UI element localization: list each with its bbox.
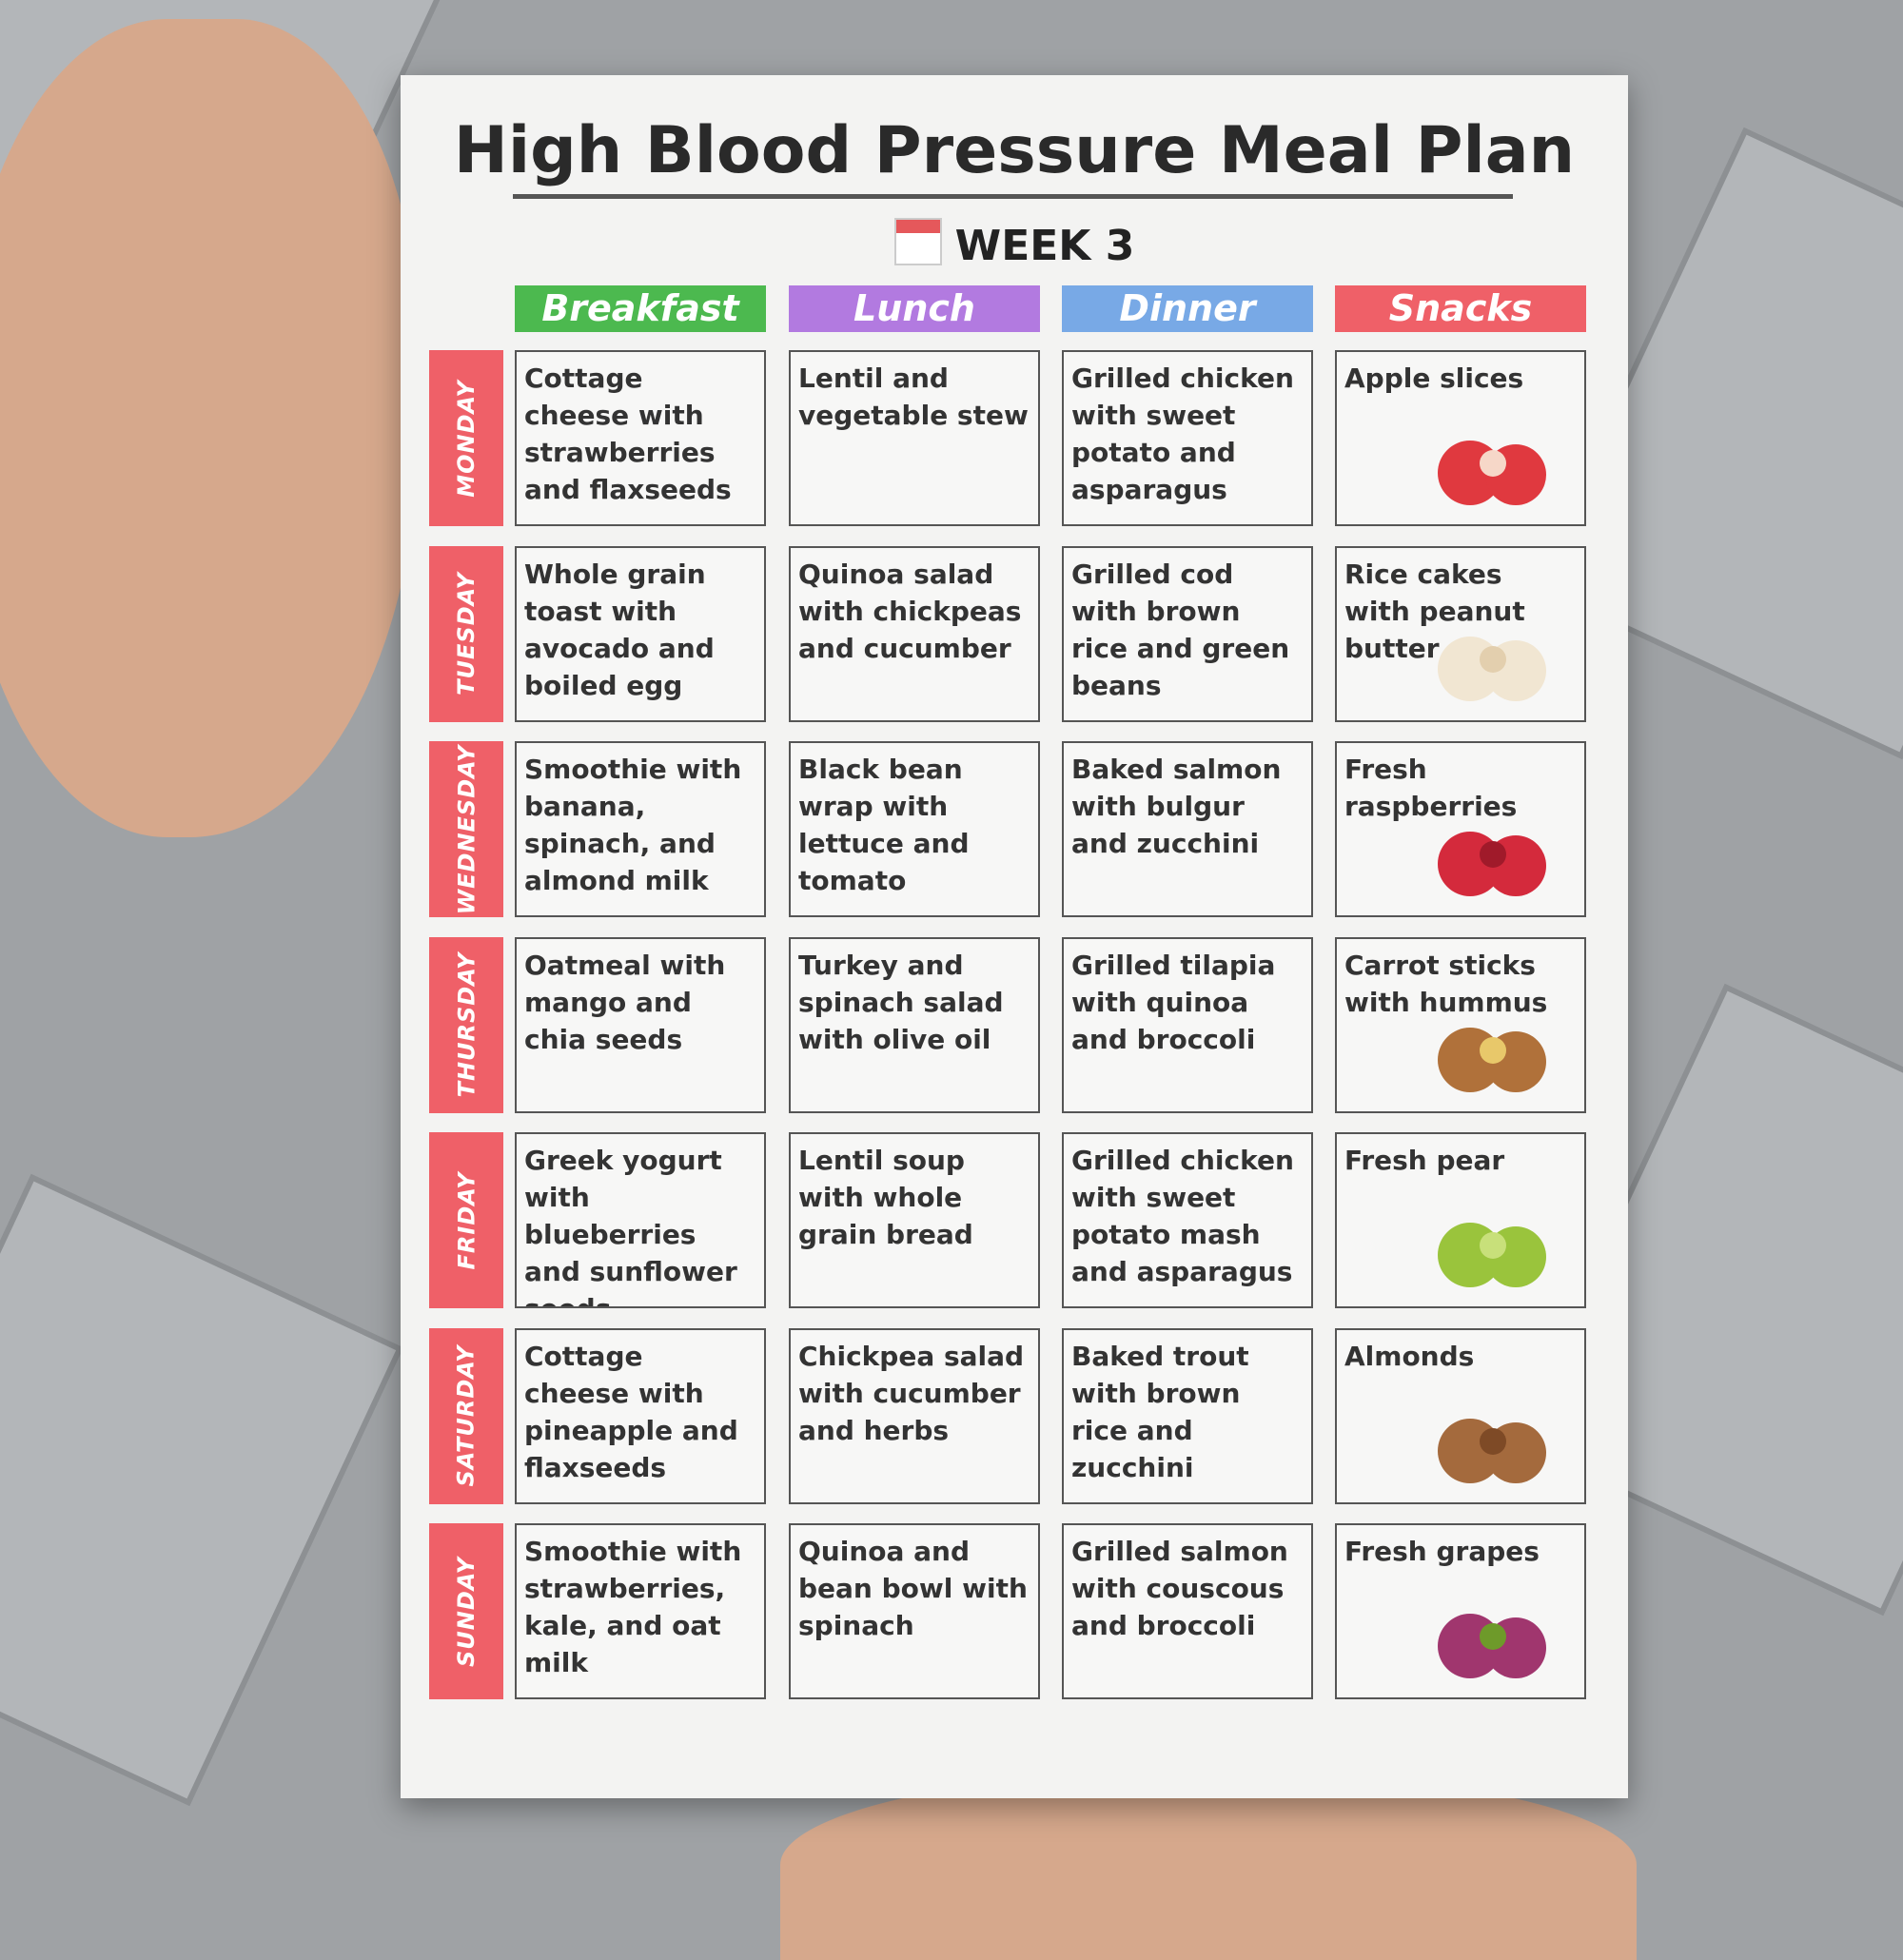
meal-text: Whole grain toast with avocado and boile… (524, 558, 715, 701)
meal-text: Lentil soup with whole grain bread (798, 1145, 973, 1250)
snack-illustration (1438, 1223, 1546, 1287)
column-header: Lunch (789, 285, 1040, 332)
meal-cell: Grilled tilapia with quinoa and broccoli (1062, 936, 1313, 1113)
meal-text: Grilled salmon with couscous and broccol… (1071, 1536, 1288, 1641)
day-label: SATURDAY (429, 1327, 503, 1504)
meal-cell: Grilled chicken with sweet potato mash a… (1062, 1132, 1313, 1308)
day-label: WEDNESDAY (429, 741, 503, 917)
meal-text: Oatmeal with mango and chia seeds (524, 949, 726, 1055)
meal-cell: Smoothie with banana, spinach, and almon… (515, 741, 766, 917)
snack-illustration (1438, 1418, 1546, 1483)
meal-cell: Black bean wrap with lettuce and tomato (789, 741, 1040, 917)
meal-text: Lentil and vegetable stew (798, 363, 1029, 431)
week-label: WEEK 3 (401, 218, 1628, 270)
meal-cell: Cottage cheese with pineapple and flaxse… (515, 1327, 766, 1504)
floor-tile (0, 1173, 404, 1807)
meal-text: Cottage cheese with pineapple and flaxse… (524, 1340, 738, 1483)
meal-text: Quinoa salad with chickpeas and cucumber (798, 558, 1022, 664)
meal-text: Quinoa and bean bowl with spinach (798, 1536, 1028, 1641)
meal-cell: Oatmeal with mango and chia seeds (515, 936, 766, 1113)
meal-cell: Whole grain toast with avocado and boile… (515, 545, 766, 722)
snack-illustration (1438, 636, 1546, 701)
meal-text: Fresh grapes (1344, 1536, 1540, 1567)
day-text: SUNDAY (453, 1556, 481, 1667)
day-label: SUNDAY (429, 1523, 503, 1699)
day-text: THURSDAY (453, 951, 480, 1098)
meal-cell: Carrot sticks with hummus (1335, 936, 1586, 1113)
day-label: TUESDAY (429, 545, 503, 722)
day-label: MONDAY (429, 350, 503, 526)
meal-cell: Grilled chicken with sweet potato and as… (1062, 350, 1313, 526)
meal-cell: Quinoa and bean bowl with spinach (789, 1523, 1040, 1699)
snack-illustration (1438, 1027, 1546, 1092)
meal-cell: Cottage cheese with strawberries and fla… (515, 350, 766, 526)
meal-cell: Apple slices (1335, 350, 1586, 526)
meal-text: Chickpea salad with cucumber and herbs (798, 1340, 1025, 1446)
meal-cell: Turkey and spinach salad with olive oil (789, 936, 1040, 1113)
meal-cell: Quinoa salad with chickpeas and cucumber (789, 545, 1040, 722)
illustration-shape (1480, 450, 1506, 477)
left-hand (0, 19, 419, 837)
title-underline (513, 194, 1513, 199)
day-text: SATURDAY (453, 1344, 480, 1487)
illustration-shape (1480, 1232, 1506, 1259)
meal-text: Black bean wrap with lettuce and tomato (798, 754, 970, 896)
meal-cell: Grilled salmon with couscous and broccol… (1062, 1523, 1313, 1699)
illustration-shape (1480, 645, 1506, 673)
meal-text: Grilled chicken with sweet potato and as… (1071, 363, 1294, 505)
column-header: Breakfast (515, 285, 766, 332)
title: High Blood Pressure Meal Plan (453, 113, 1576, 188)
meal-text: Almonds (1344, 1340, 1475, 1372)
meal-text: Grilled tilapia with quinoa and broccoli (1071, 949, 1276, 1055)
meal-cell: Rice cakes with peanut butter (1335, 545, 1586, 722)
meal-cell: Greek yogurt with blueberries and sunflo… (515, 1132, 766, 1308)
meal-text: Greek yogurt with blueberries and sunflo… (524, 1145, 737, 1306)
day-text: TUESDAY (453, 572, 481, 696)
bottom-hand (780, 1770, 1637, 1960)
meal-text: Baked trout with brown rice and zucchini (1071, 1340, 1249, 1483)
illustration-shape (1480, 841, 1506, 868)
meal-cell: Lentil and vegetable stew (789, 350, 1040, 526)
meal-cell: Grilled cod with brown rice and green be… (1062, 545, 1313, 722)
column-header: Snacks (1335, 285, 1586, 332)
day-text: MONDAY (453, 379, 480, 498)
meal-cell: Baked salmon with bulgur and zucchini (1062, 741, 1313, 917)
meal-cell: Fresh grapes (1335, 1523, 1586, 1699)
illustration-shape (1480, 1427, 1506, 1455)
meal-text: Rice cakes with peanut butter (1344, 558, 1525, 664)
week-text: WEEK 3 (954, 222, 1135, 270)
meal-text: Smoothie with strawberries, kale, and oa… (524, 1536, 742, 1678)
calendar-icon (893, 218, 942, 265)
meal-text: Cottage cheese with strawberries and fla… (524, 363, 732, 505)
meal-text: Carrot sticks with hummus (1344, 949, 1548, 1018)
snack-illustration (1438, 832, 1546, 896)
column-header: Dinner (1062, 285, 1313, 332)
meal-cell: Lentil soup with whole grain bread (789, 1132, 1040, 1308)
day-text: FRIDAY (453, 1171, 480, 1269)
meal-text: Turkey and spinach salad with olive oil (798, 949, 1004, 1055)
illustration-shape (1480, 1036, 1506, 1064)
illustration-shape (1480, 1623, 1506, 1650)
meal-cell: Chickpea salad with cucumber and herbs (789, 1327, 1040, 1504)
meal-text: Fresh raspberries (1344, 754, 1518, 822)
day-text: WEDNESDAY (453, 744, 480, 914)
meal-text: Apple slices (1344, 363, 1524, 394)
meal-cell: Fresh pear (1335, 1132, 1586, 1308)
meal-cell: Smoothie with strawberries, kale, and oa… (515, 1523, 766, 1699)
snack-illustration (1438, 1614, 1546, 1678)
snack-illustration (1438, 441, 1546, 505)
meal-text: Baked salmon with bulgur and zucchini (1071, 754, 1282, 859)
meal-text: Fresh pear (1344, 1145, 1505, 1176)
meal-cell: Baked trout with brown rice and zucchini (1062, 1327, 1313, 1504)
day-label: FRIDAY (429, 1132, 503, 1308)
meal-plan-sheet: High Blood Pressure Meal Plan WEEK 3 Bre… (401, 75, 1628, 1798)
meal-cell: Almonds (1335, 1327, 1586, 1504)
meal-text: Smoothie with banana, spinach, and almon… (524, 754, 742, 896)
meal-cell: Fresh raspberries (1335, 741, 1586, 917)
meal-text: Grilled chicken with sweet potato mash a… (1071, 1145, 1294, 1287)
day-label: THURSDAY (429, 936, 503, 1113)
meal-text: Grilled cod with brown rice and green be… (1071, 558, 1290, 701)
